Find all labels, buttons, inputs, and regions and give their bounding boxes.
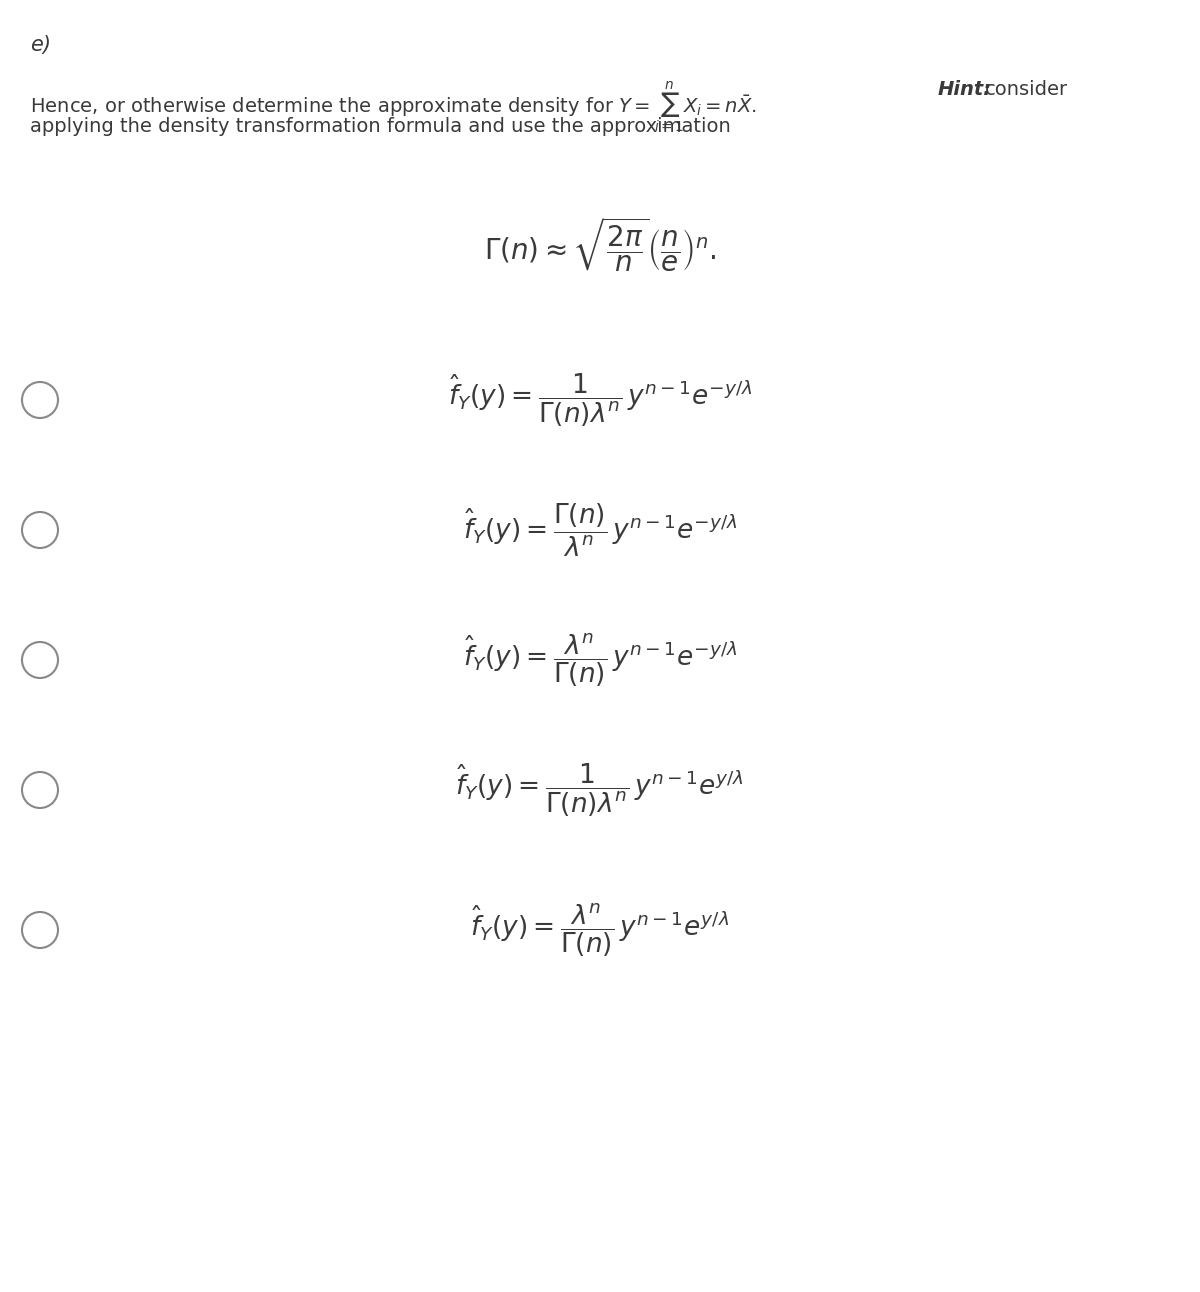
Text: $\Gamma(n) \approx \sqrt{\dfrac{2\pi}{n}}\left(\dfrac{n}{e}\right)^n.$: $\Gamma(n) \approx \sqrt{\dfrac{2\pi}{n}… xyxy=(484,214,716,274)
Text: $\hat{f}_Y(y) = \dfrac{\lambda^n}{\Gamma(n)}\, y^{n-1} e^{-y/\lambda}$: $\hat{f}_Y(y) = \dfrac{\lambda^n}{\Gamma… xyxy=(463,632,737,689)
Text: Hint:: Hint: xyxy=(938,80,992,99)
Text: consider: consider xyxy=(985,80,1068,99)
Text: $\hat{f}_Y(y) = \dfrac{1}{\Gamma(n)\lambda^n}\, y^{n-1} e^{-y/\lambda}$: $\hat{f}_Y(y) = \dfrac{1}{\Gamma(n)\lamb… xyxy=(448,371,752,429)
Text: applying the density transformation formula and use the approximation: applying the density transformation form… xyxy=(30,118,731,136)
Text: $\hat{f}_Y(y) = \dfrac{\Gamma(n)}{\lambda^n}\, y^{n-1} e^{-y/\lambda}$: $\hat{f}_Y(y) = \dfrac{\Gamma(n)}{\lambd… xyxy=(463,501,737,558)
Text: Hence, or otherwise determine the approximate density for $Y = \sum_{i=1}^{n} X_: Hence, or otherwise determine the approx… xyxy=(30,80,766,136)
Text: $\hat{f}_Y(y) = \dfrac{1}{\Gamma(n)\lambda^n}\, y^{n-1} e^{y/\lambda}$: $\hat{f}_Y(y) = \dfrac{1}{\Gamma(n)\lamb… xyxy=(456,761,744,819)
Text: e): e) xyxy=(30,35,50,56)
Text: $\hat{f}_Y(y) = \dfrac{\lambda^n}{\Gamma(n)}\, y^{n-1} e^{y/\lambda}$: $\hat{f}_Y(y) = \dfrac{\lambda^n}{\Gamma… xyxy=(470,902,730,959)
